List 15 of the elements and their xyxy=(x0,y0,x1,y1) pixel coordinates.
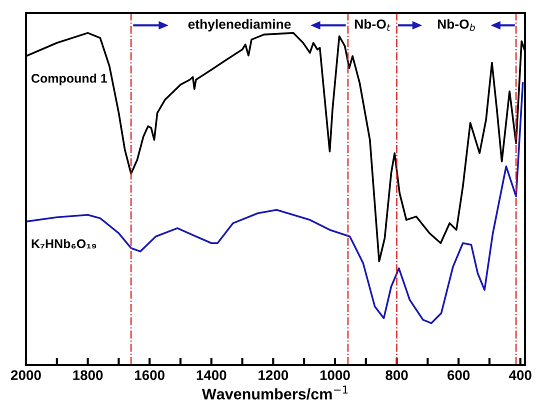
x-tick-label: 1600 xyxy=(135,370,164,380)
text: ethylenediamine xyxy=(188,19,291,32)
text: Nb-O$_{t}$ xyxy=(355,19,390,31)
series-label: K₇HNb₆O₁₉ xyxy=(32,238,96,248)
x-tick-label: 600 xyxy=(447,370,470,380)
text: Nb-O$_{b}$ xyxy=(438,19,475,31)
x-tick-label: 1400 xyxy=(196,370,226,380)
x-tick-label: 1800 xyxy=(73,370,103,380)
x-tick-label: 2000 xyxy=(11,370,41,380)
x-tick-label: 800 xyxy=(386,370,408,380)
x-tick-label: 400 xyxy=(508,370,532,380)
x-tick-label: 1000 xyxy=(320,370,350,380)
x-tick-label: 1200 xyxy=(258,370,288,380)
series-label: Compound 1 xyxy=(32,74,108,86)
x-axis-title: Wavenumbers/cm$^{−1}$ xyxy=(202,386,348,400)
